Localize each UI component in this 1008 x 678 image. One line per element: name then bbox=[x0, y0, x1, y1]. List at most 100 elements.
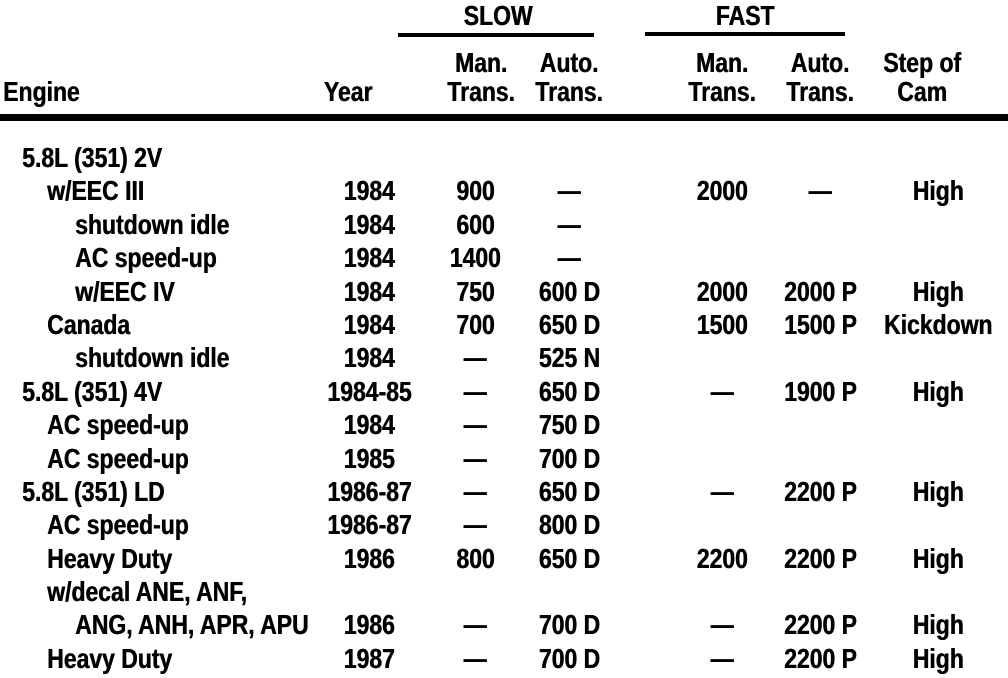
col-header-year: Year bbox=[318, 77, 377, 106]
cell-fast-auto-trans bbox=[772, 141, 868, 174]
cell-slow-auto-trans-text: 600 D bbox=[538, 275, 600, 307]
cell-engine-text: Heavy Duty bbox=[47, 642, 173, 674]
cell-fast-auto-trans-text: 2200 P bbox=[783, 609, 857, 641]
cell-engine-text: AC speed-up bbox=[47, 509, 189, 541]
cell-group-gap bbox=[613, 608, 672, 641]
cell-fast-auto-trans bbox=[772, 508, 868, 541]
cell-year: 1986 bbox=[313, 608, 425, 641]
cell-fast-auto-trans-text: 2200 P bbox=[783, 475, 857, 507]
step-of-cam-line2: Cam bbox=[897, 76, 947, 107]
cell-group-gap bbox=[613, 408, 672, 441]
cell-year: 1984 bbox=[313, 208, 425, 241]
table-row: 5.8L (351) 2V bbox=[0, 141, 1008, 174]
cell-fast-man-trans-text: 2000 bbox=[696, 175, 748, 207]
cell-fast-auto-trans: 1500 P bbox=[772, 308, 868, 341]
cell-fast-auto-trans bbox=[772, 408, 868, 441]
cell-slow-auto-trans-text: 650 D bbox=[538, 375, 600, 407]
cell-slow-auto-trans: 700 D bbox=[525, 642, 613, 675]
cell-slow-auto-trans: — bbox=[525, 174, 613, 207]
cell-engine: Canada bbox=[0, 308, 313, 341]
cell-year-text: 1986-87 bbox=[326, 509, 412, 541]
year-header-label: Year bbox=[323, 76, 373, 107]
table-header: SLOW FAST Engine Year Man. Trans. Auto. … bbox=[0, 0, 1008, 121]
cell-year: 1984 bbox=[313, 241, 425, 274]
cell-slow-auto-trans-text: — bbox=[557, 208, 581, 240]
cell-fast-man-trans bbox=[672, 508, 772, 541]
fast-auto-trans-line2: Trans. bbox=[786, 76, 854, 107]
cell-group-gap bbox=[613, 308, 672, 341]
cell-engine-text: 5.8L (351) LD bbox=[22, 475, 165, 507]
table-row: AC speed-up 1984 — 750 D bbox=[0, 408, 1008, 441]
cell-slow-auto-trans: 650 D bbox=[525, 475, 613, 508]
cell-engine: Heavy Duty bbox=[0, 642, 313, 675]
cell-engine-text: w/EEC III bbox=[47, 175, 144, 207]
table-row: w/EEC III 1984 900 — 2000 — High bbox=[0, 174, 1008, 207]
cell-fast-man-trans-text: — bbox=[710, 375, 734, 407]
cell-engine: shutdown idle bbox=[0, 341, 313, 374]
cell-slow-auto-trans: 650 D bbox=[525, 542, 613, 575]
table-row: Canada 1984 700 650 D 1500 1500 P Kickdown bbox=[0, 308, 1008, 341]
cell-step-of-cam: High bbox=[868, 375, 1008, 408]
slow-group-underline bbox=[398, 33, 594, 37]
cell-step-of-cam bbox=[868, 208, 1008, 241]
cell-fast-man-trans bbox=[672, 575, 772, 608]
col-header-fast-man-trans: Man. Trans. bbox=[681, 48, 763, 106]
cell-engine: AC speed-up bbox=[0, 408, 313, 441]
cell-group-gap bbox=[613, 475, 672, 508]
cell-slow-auto-trans: 800 D bbox=[525, 508, 613, 541]
cell-year-text: 1984 bbox=[343, 409, 395, 441]
cell-engine: ANG, ANH, APR, APU bbox=[0, 608, 313, 641]
cell-fast-auto-trans-text: 2000 P bbox=[783, 275, 857, 307]
cell-engine-text: Canada bbox=[47, 308, 130, 340]
cell-group-gap bbox=[613, 141, 672, 174]
cell-group-gap bbox=[613, 642, 672, 675]
cell-fast-man-trans bbox=[672, 341, 772, 374]
cell-fast-auto-trans: 2200 P bbox=[772, 642, 868, 675]
table-row: ANG, ANH, APR, APU 1986 — 700 D — 2200 P High bbox=[0, 608, 1008, 641]
cell-year-text: 1987 bbox=[343, 642, 395, 674]
cell-fast-man-trans-text: — bbox=[710, 609, 734, 641]
cell-fast-man-trans: — bbox=[672, 608, 772, 641]
cell-fast-man-trans bbox=[672, 442, 772, 475]
cell-fast-auto-trans-text: 2200 P bbox=[783, 542, 857, 574]
cell-slow-auto-trans bbox=[525, 141, 613, 174]
cell-year-text: 1985 bbox=[343, 442, 395, 474]
cell-slow-man-trans: — bbox=[425, 475, 525, 508]
cell-slow-auto-trans: 650 D bbox=[525, 308, 613, 341]
cell-engine: AC speed-up bbox=[0, 241, 313, 274]
cell-slow-man-trans-text: — bbox=[463, 342, 487, 374]
cell-step-of-cam-text: High bbox=[912, 642, 964, 674]
cell-group-gap bbox=[613, 174, 672, 207]
cell-year-text: 1984 bbox=[343, 308, 395, 340]
cell-year-text: 1984 bbox=[343, 342, 395, 374]
cell-group-gap bbox=[613, 341, 672, 374]
cell-slow-man-trans bbox=[425, 575, 525, 608]
cell-fast-auto-trans-text: 1900 P bbox=[783, 375, 857, 407]
cell-year: 1984-85 bbox=[313, 375, 425, 408]
cell-engine: 5.8L (351) LD bbox=[0, 475, 313, 508]
cell-step-of-cam bbox=[868, 341, 1008, 374]
cell-fast-auto-trans: 2200 P bbox=[772, 475, 868, 508]
cell-engine-text: 5.8L (351) 4V bbox=[22, 375, 162, 407]
cell-slow-auto-trans: 525 N bbox=[525, 341, 613, 374]
cell-fast-man-trans bbox=[672, 408, 772, 441]
cell-fast-man-trans: — bbox=[672, 642, 772, 675]
cell-engine: 5.8L (351) 2V bbox=[0, 141, 313, 174]
cell-year-text: 1986-87 bbox=[326, 475, 412, 507]
cell-group-gap bbox=[613, 241, 672, 274]
cell-step-of-cam-text: Kickdown bbox=[883, 308, 993, 340]
col-header-slow-man-trans: Man. Trans. bbox=[440, 48, 522, 106]
cell-slow-auto-trans-text: 650 D bbox=[538, 308, 600, 340]
cell-engine: w/decal ANE, ANF, bbox=[0, 575, 313, 608]
cell-year-text: 1986 bbox=[343, 542, 395, 574]
cell-slow-man-trans-text: — bbox=[463, 509, 487, 541]
cell-slow-man-trans-text: — bbox=[463, 609, 487, 641]
cell-slow-man-trans: 700 bbox=[425, 308, 525, 341]
cell-fast-man-trans-text: 1500 bbox=[696, 308, 748, 340]
cell-slow-auto-trans-text: — bbox=[557, 242, 581, 274]
cell-slow-auto-trans: 750 D bbox=[525, 408, 613, 441]
col-header-step-of-cam: Step of Cam bbox=[875, 48, 970, 106]
cell-slow-man-trans: — bbox=[425, 375, 525, 408]
cell-engine-text: w/decal ANE, ANF, bbox=[47, 576, 247, 608]
cell-year: 1984 bbox=[313, 408, 425, 441]
